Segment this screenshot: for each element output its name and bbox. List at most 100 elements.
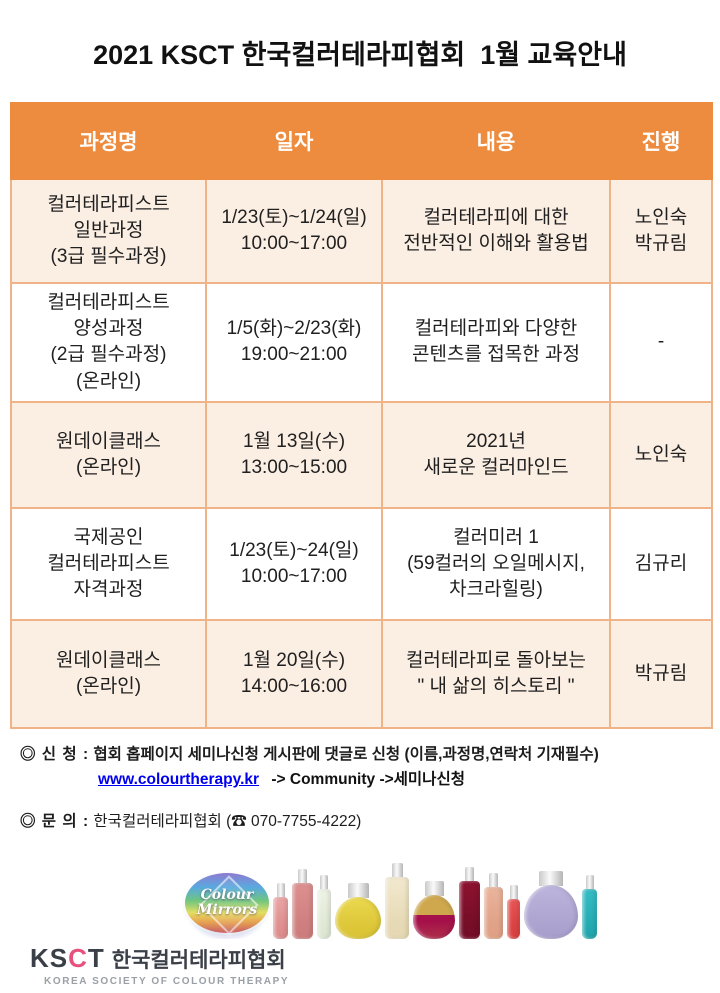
- cell-lead: -: [609, 282, 713, 403]
- schedule-table: 과정명 일자 내용 진행 컬러테라피스트 일반과정 (3급 필수과정) 1/23…: [10, 102, 713, 729]
- bottle-cap: [391, 863, 403, 878]
- pink-small-bottle: [273, 917, 288, 939]
- bottle-body: [582, 889, 597, 939]
- table-row: 국제공인 컬러테라피스트 자격과정 1/23(토)~24(일) 10:00~17…: [10, 506, 713, 621]
- bottle-cap: [424, 881, 444, 896]
- cell-date: 1/23(토)~1/24(일) 10:00~17:00: [205, 178, 383, 284]
- apply-link-line: www.colourtherapy.kr -> Community ->세미나신…: [98, 767, 720, 789]
- bottles: Colour Mirrors: [185, 917, 535, 939]
- bottle-body: [459, 917, 480, 939]
- contact-label: ◎ 문 의 :: [20, 812, 90, 830]
- dark-red-bottle: [459, 917, 480, 939]
- cell-lead: 노인숙 박규림: [609, 178, 713, 284]
- bottles: Colour Mirrors: [185, 861, 597, 939]
- table-row: 원데이클래스 (온라인) 1월 13일(수) 13:00~15:00 2021년…: [10, 400, 713, 509]
- ksct-subtitle: KOREA SOCIETY OF COLOUR THERAPY: [44, 976, 290, 987]
- peach-bottle: [484, 873, 503, 939]
- cell-lead: 박규림: [609, 618, 713, 729]
- cell-course: 국제공인 컬러테라피스트 자격과정: [10, 506, 207, 621]
- red-slim-bottle: [507, 917, 520, 939]
- cream-bottle: [385, 863, 409, 939]
- peach-bottle: [484, 917, 503, 939]
- bottle-body: [524, 917, 535, 939]
- bottle-body: [317, 889, 331, 939]
- cell-content: 컬러테라피와 다양한 콘텐츠를 접목한 과정: [381, 282, 611, 403]
- bottle-body: [292, 917, 313, 939]
- bottle-body: [413, 917, 455, 939]
- red-slim-bottle: [507, 885, 520, 939]
- cell-content: 컬러테라피로 돌아보는 " 내 삶의 히스토리 ": [381, 618, 611, 729]
- ksct-wordmark: KSCT 한국컬러테라피협회: [30, 945, 289, 971]
- cell-lead: 노인숙: [609, 400, 713, 509]
- pale-green-bottle: [317, 875, 331, 939]
- bottles-reflection: Colour Mirrors: [185, 917, 535, 939]
- cell-course: 원데이클래스 (온라인): [10, 400, 207, 509]
- cream-bottle: [385, 917, 409, 939]
- column-header-lead: 진행: [609, 102, 713, 180]
- colour-mirrors-banner: Colour Mirrors Colour Mirrors: [185, 861, 597, 945]
- gold-magenta-bottle: [413, 881, 455, 939]
- ksct-korean-name: 한국컬러테라피협회: [111, 949, 286, 972]
- rose-bottle: [292, 869, 313, 939]
- gold-magenta-bottle: [413, 917, 455, 939]
- contact-text: 한국컬러테라피협회 (☎ 070-7755-4222): [93, 812, 362, 830]
- bottle-body: [273, 897, 288, 939]
- column-header-content: 내용: [381, 102, 611, 180]
- column-header-date: 일자: [205, 102, 383, 180]
- bottle-body: [507, 899, 520, 939]
- notes-section: ◎ 신 청 : 협회 홉페이지 세미나신청 게시판에 댓글로 신청 (이름,과정…: [20, 742, 720, 831]
- brand-text-line1: Colour: [200, 887, 254, 904]
- bottle-cap: [276, 883, 285, 898]
- bottle-cap: [347, 883, 369, 898]
- bottle-cap: [465, 867, 474, 882]
- contact-note: ◎ 문 의 : 한국컬러테라피협회 (☎ 070-7755-4222): [20, 809, 720, 831]
- bottle-body: [317, 917, 331, 939]
- bottle-body: [524, 885, 578, 939]
- bottle-body: [413, 895, 455, 939]
- cell-date: 1/5(화)~2/23(화) 19:00~21:00: [205, 282, 383, 403]
- yellow-round-bottle: [335, 917, 381, 939]
- colour-mirrors-logo: Colour Mirrors: [185, 917, 269, 939]
- bottle-body: [385, 877, 409, 939]
- lavender-round-bottle: [524, 871, 578, 939]
- yellow-round-bottle: [335, 883, 381, 939]
- bottle-body: [484, 887, 503, 939]
- rose-bottle: [292, 917, 313, 939]
- table-row: 원데이클래스 (온라인) 1월 20일(수) 14:00~16:00 컬러테라피…: [10, 618, 713, 729]
- website-link[interactable]: www.colourtherapy.kr: [98, 770, 260, 788]
- ksct-letters-dark1: KS: [30, 943, 69, 973]
- teal-bottle: [582, 875, 597, 939]
- cell-date: 1월 20일(수) 14:00~16:00: [205, 618, 383, 729]
- bottle-cap: [509, 885, 518, 900]
- column-header-course: 과정명: [10, 102, 207, 180]
- bottle-body: [459, 881, 480, 939]
- cell-content: 컬러테라피에 대한 전반적인 이해와 활용법: [381, 178, 611, 284]
- ksct-letter-accent: C: [68, 943, 88, 973]
- bottle-body: [507, 917, 520, 939]
- cell-course: 컬러테라피스트 일반과정 (3급 필수과정): [10, 178, 207, 284]
- bottle-cap: [320, 875, 328, 890]
- cell-content: 컬러미러 1 (59컬러의 오일메시지, 차크라힐링): [381, 506, 611, 621]
- lavender-round-bottle: [524, 917, 535, 939]
- bottle-body: [292, 883, 313, 939]
- cell-course: 컬러테라피스트 양성과정 (2급 필수과정) (온라인): [10, 282, 207, 403]
- apply-label: ◎ 신 청 :: [20, 745, 90, 763]
- bottle-body: [335, 897, 381, 939]
- pink-small-bottle: [273, 883, 288, 939]
- bottle-body: [484, 917, 503, 939]
- bottle-cap: [489, 873, 498, 888]
- page-title: 2021 KSCT 한국컬러테라피협회 1월 교육안내: [93, 40, 627, 70]
- cell-content: 2021년 새로운 컬러마인드: [381, 400, 611, 509]
- pale-green-bottle: [317, 917, 331, 939]
- table-header-row: 과정명 일자 내용 진행: [10, 102, 713, 180]
- bottle-cap: [585, 875, 594, 890]
- brand-text-line2: Mirrors: [196, 902, 258, 918]
- bottle-cap: [539, 871, 563, 886]
- table-row: 컬러테라피스트 양성과정 (2급 필수과정) (온라인) 1/5(화)~2/23…: [10, 282, 713, 403]
- link-path-text: -> Community ->세미나신청: [271, 770, 465, 788]
- bottle-body: [335, 917, 381, 939]
- bottle-cap: [298, 869, 307, 884]
- apply-note: ◎ 신 청 : 협회 홉페이지 세미나신청 게시판에 댓글로 신청 (이름,과정…: [20, 742, 720, 764]
- cell-date: 1월 13일(수) 13:00~15:00: [205, 400, 383, 509]
- brand-text-line1: Colour: [201, 917, 254, 925]
